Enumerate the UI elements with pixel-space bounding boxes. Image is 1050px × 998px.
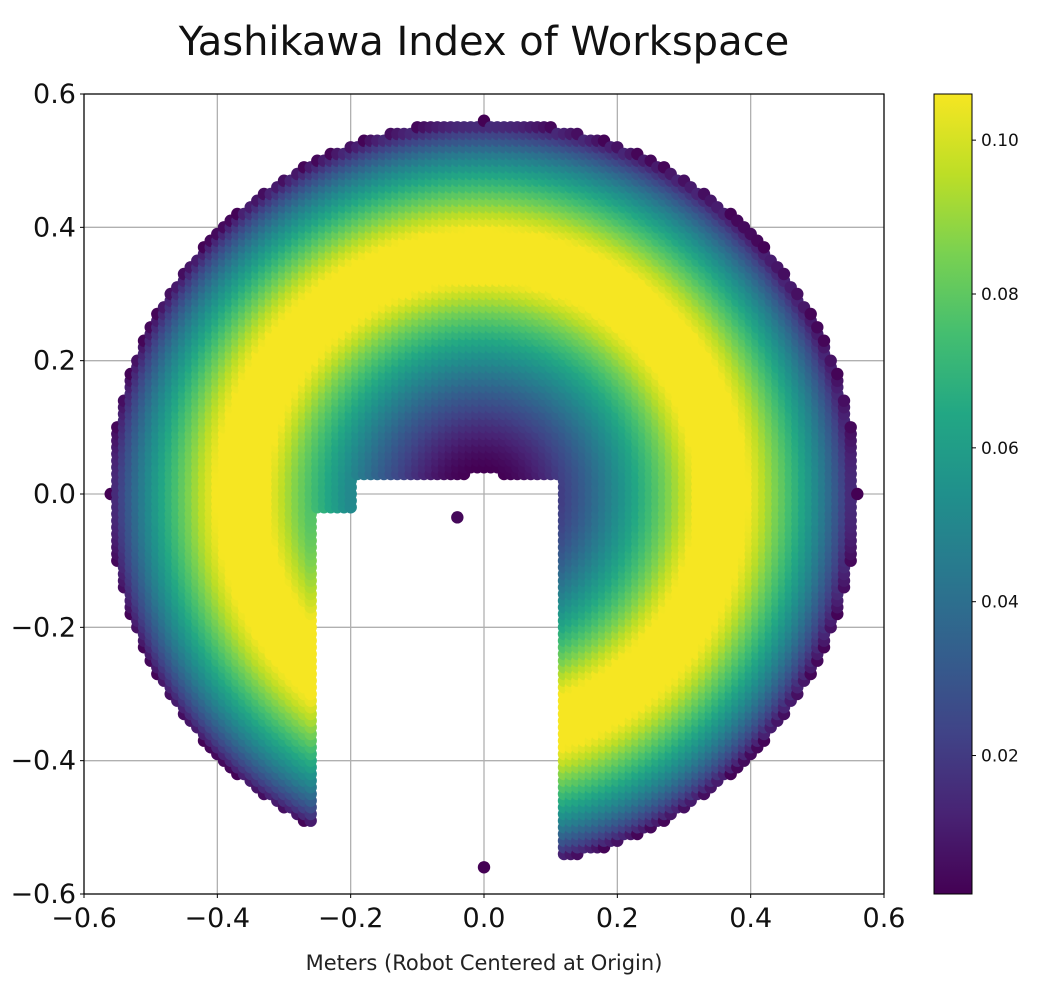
chart-title: Yashikawa Index of Workspace (178, 19, 789, 65)
workspace-point (478, 861, 490, 873)
